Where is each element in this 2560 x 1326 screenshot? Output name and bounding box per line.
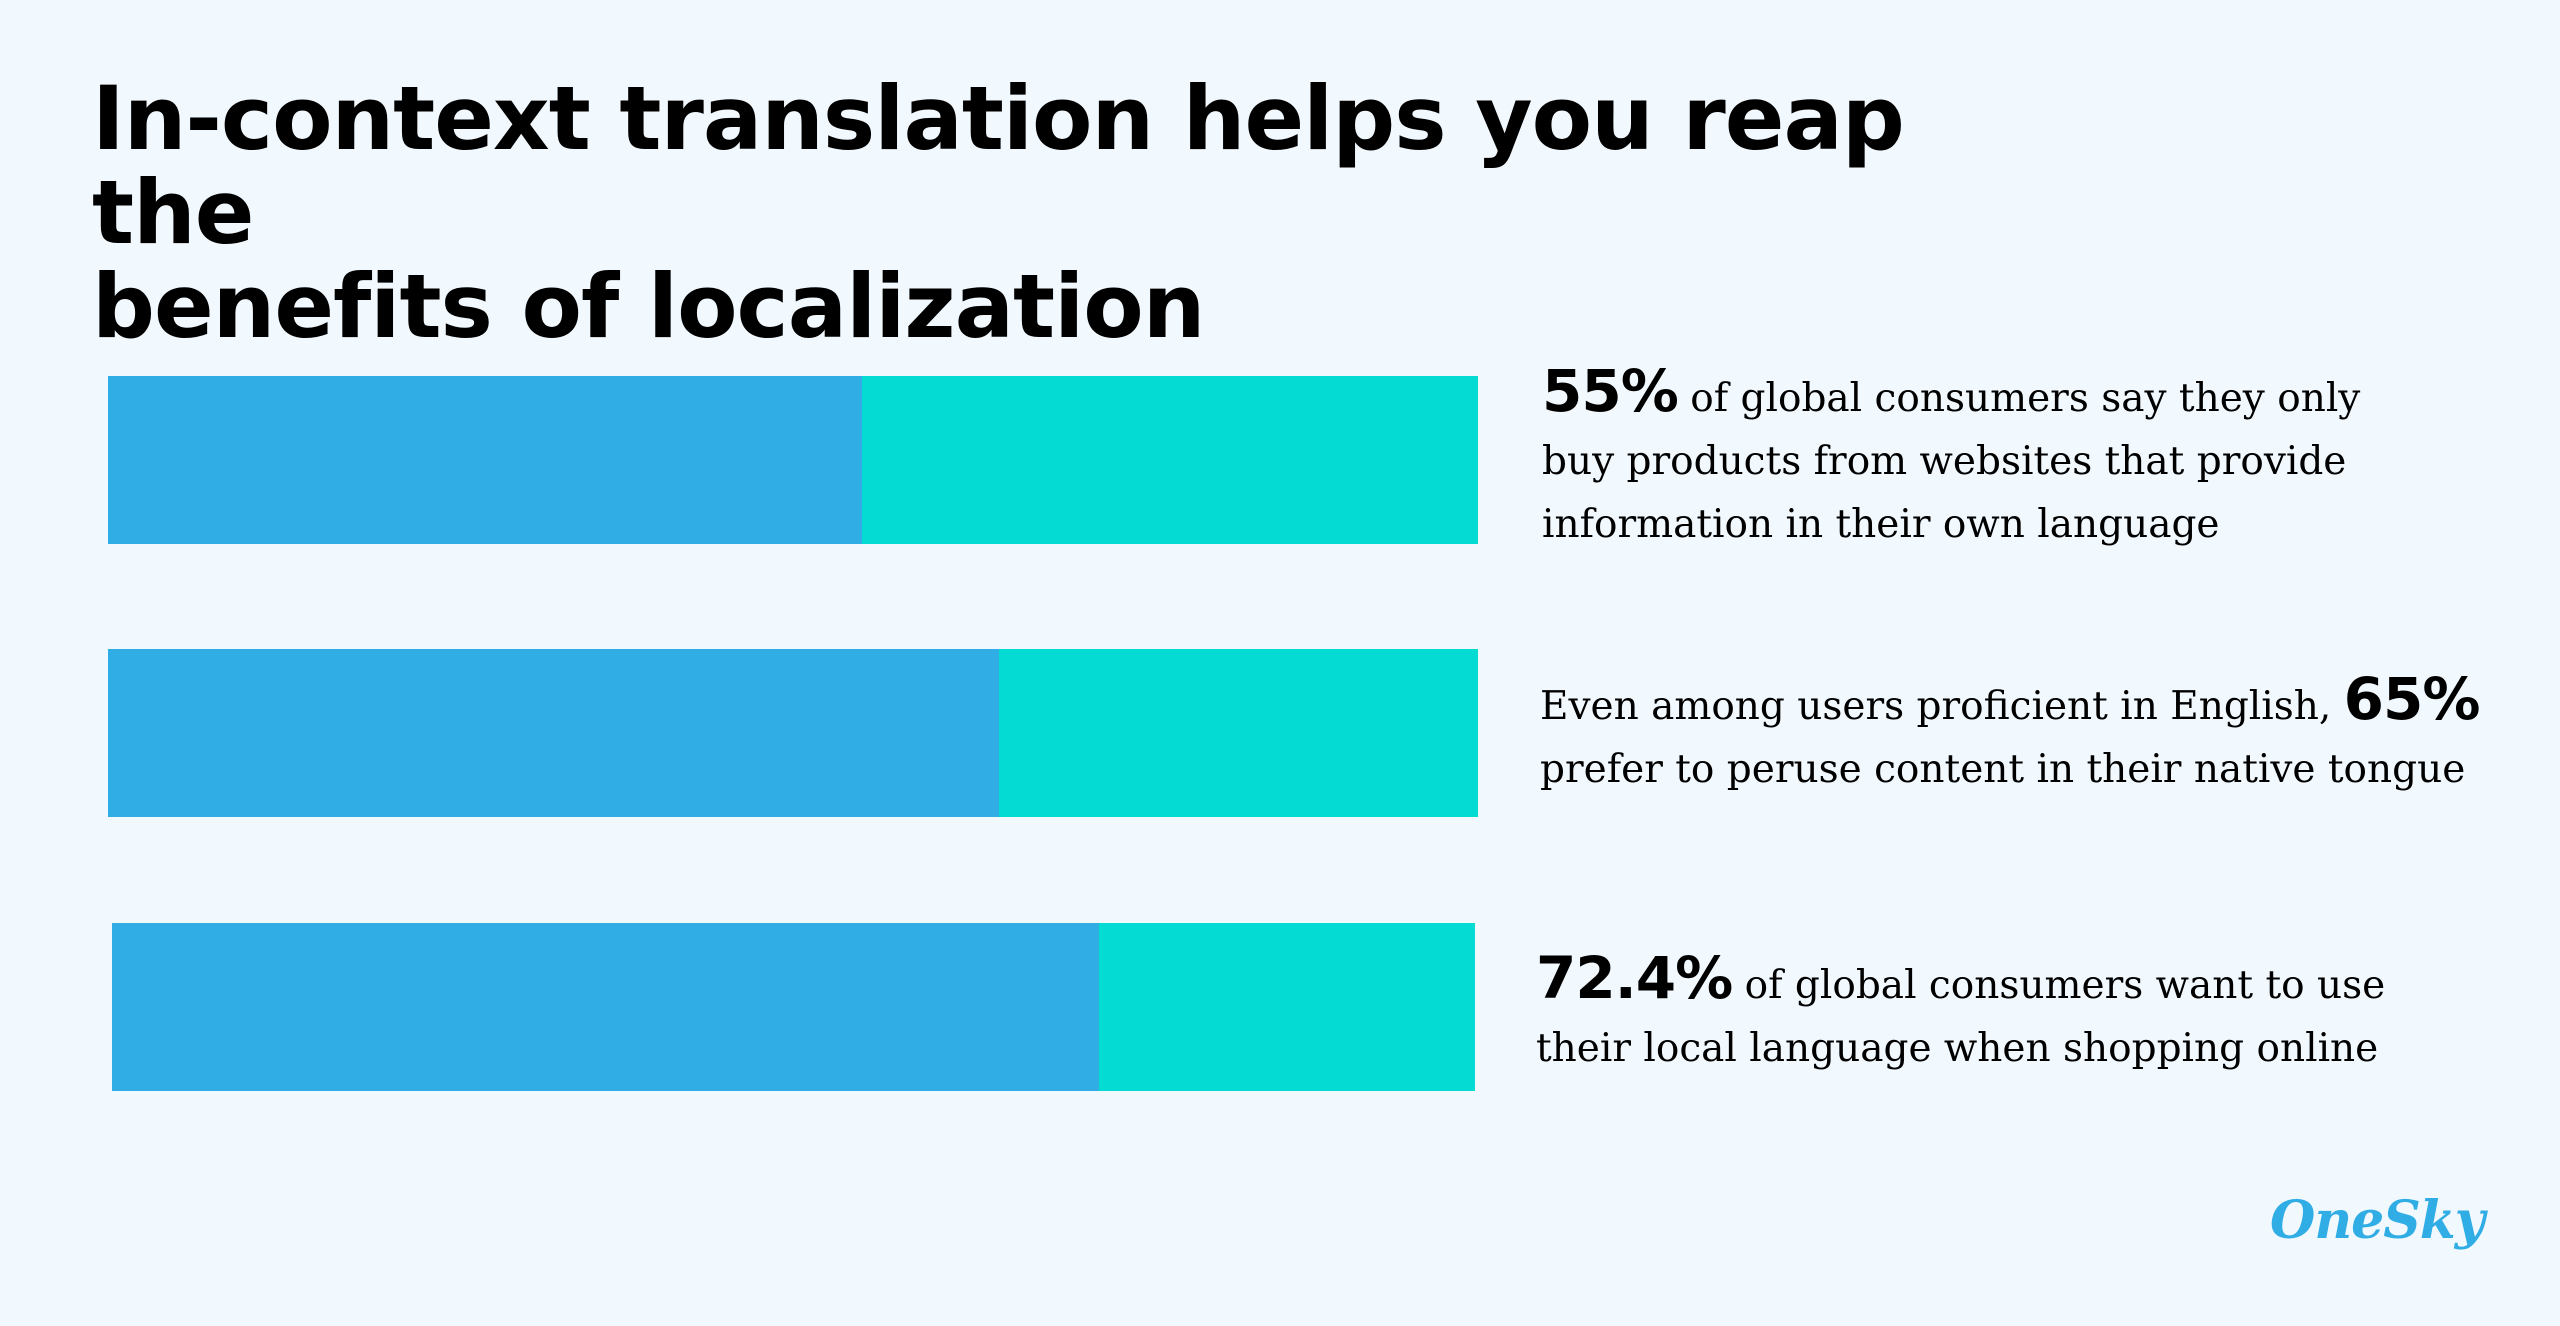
stat-1-percentage: 55%: [1542, 357, 1679, 425]
stat-3-line-2: their local language when shopping onlin…: [1536, 1026, 2379, 1071]
chart-title: In-context translation helps you reap th…: [92, 72, 1992, 354]
stat-2-percentage: 65%: [2343, 665, 2481, 733]
stat-1: 55% of global consumers say they only bu…: [1542, 360, 2360, 556]
bar-3-remainder: [1098, 923, 1475, 1091]
stat-1-line-2: buy products from websites that provide: [1542, 439, 2347, 484]
stat-3: 72.4% of global consumers want to use th…: [1536, 947, 2385, 1080]
bar-1-fill: [108, 376, 862, 544]
stat-3-line-1: 72.4% of global consumers want to use: [1536, 947, 2385, 1017]
stat-1-line-3: information in their own language: [1542, 502, 2220, 547]
stat-2-line-2: prefer to peruse content in their native…: [1540, 747, 2466, 792]
bar-1-remainder: [861, 376, 1478, 544]
bar-row-3: [112, 923, 1475, 1091]
onesky-logo: OneSky: [2270, 1190, 2485, 1251]
stat-3-percentage: 72.4%: [1536, 944, 1733, 1012]
bar-3-fill: [112, 923, 1099, 1091]
stat-1-line-1: 55% of global consumers say they only: [1542, 360, 2360, 430]
bar-row-1: [108, 376, 1478, 544]
stat-3-text-a: of global consumers want to use: [1732, 963, 2386, 1008]
stat-2-line-1: Even among users proficient in English, …: [1540, 665, 2481, 738]
stat-2-text-a: Even among users proficient in English,: [1540, 684, 2344, 729]
stat-1-text-a: of global consumers say they only: [1677, 376, 2361, 421]
stat-2: Even among users proficient in English, …: [1540, 665, 2481, 801]
bar-2-fill: [108, 649, 999, 817]
bar-row-2: [108, 649, 1478, 817]
chart-title-line-2: benefits of localization: [92, 255, 1205, 358]
chart-title-line-1: In-context translation helps you reap th…: [92, 67, 1905, 264]
bar-2-remainder: [998, 649, 1478, 817]
